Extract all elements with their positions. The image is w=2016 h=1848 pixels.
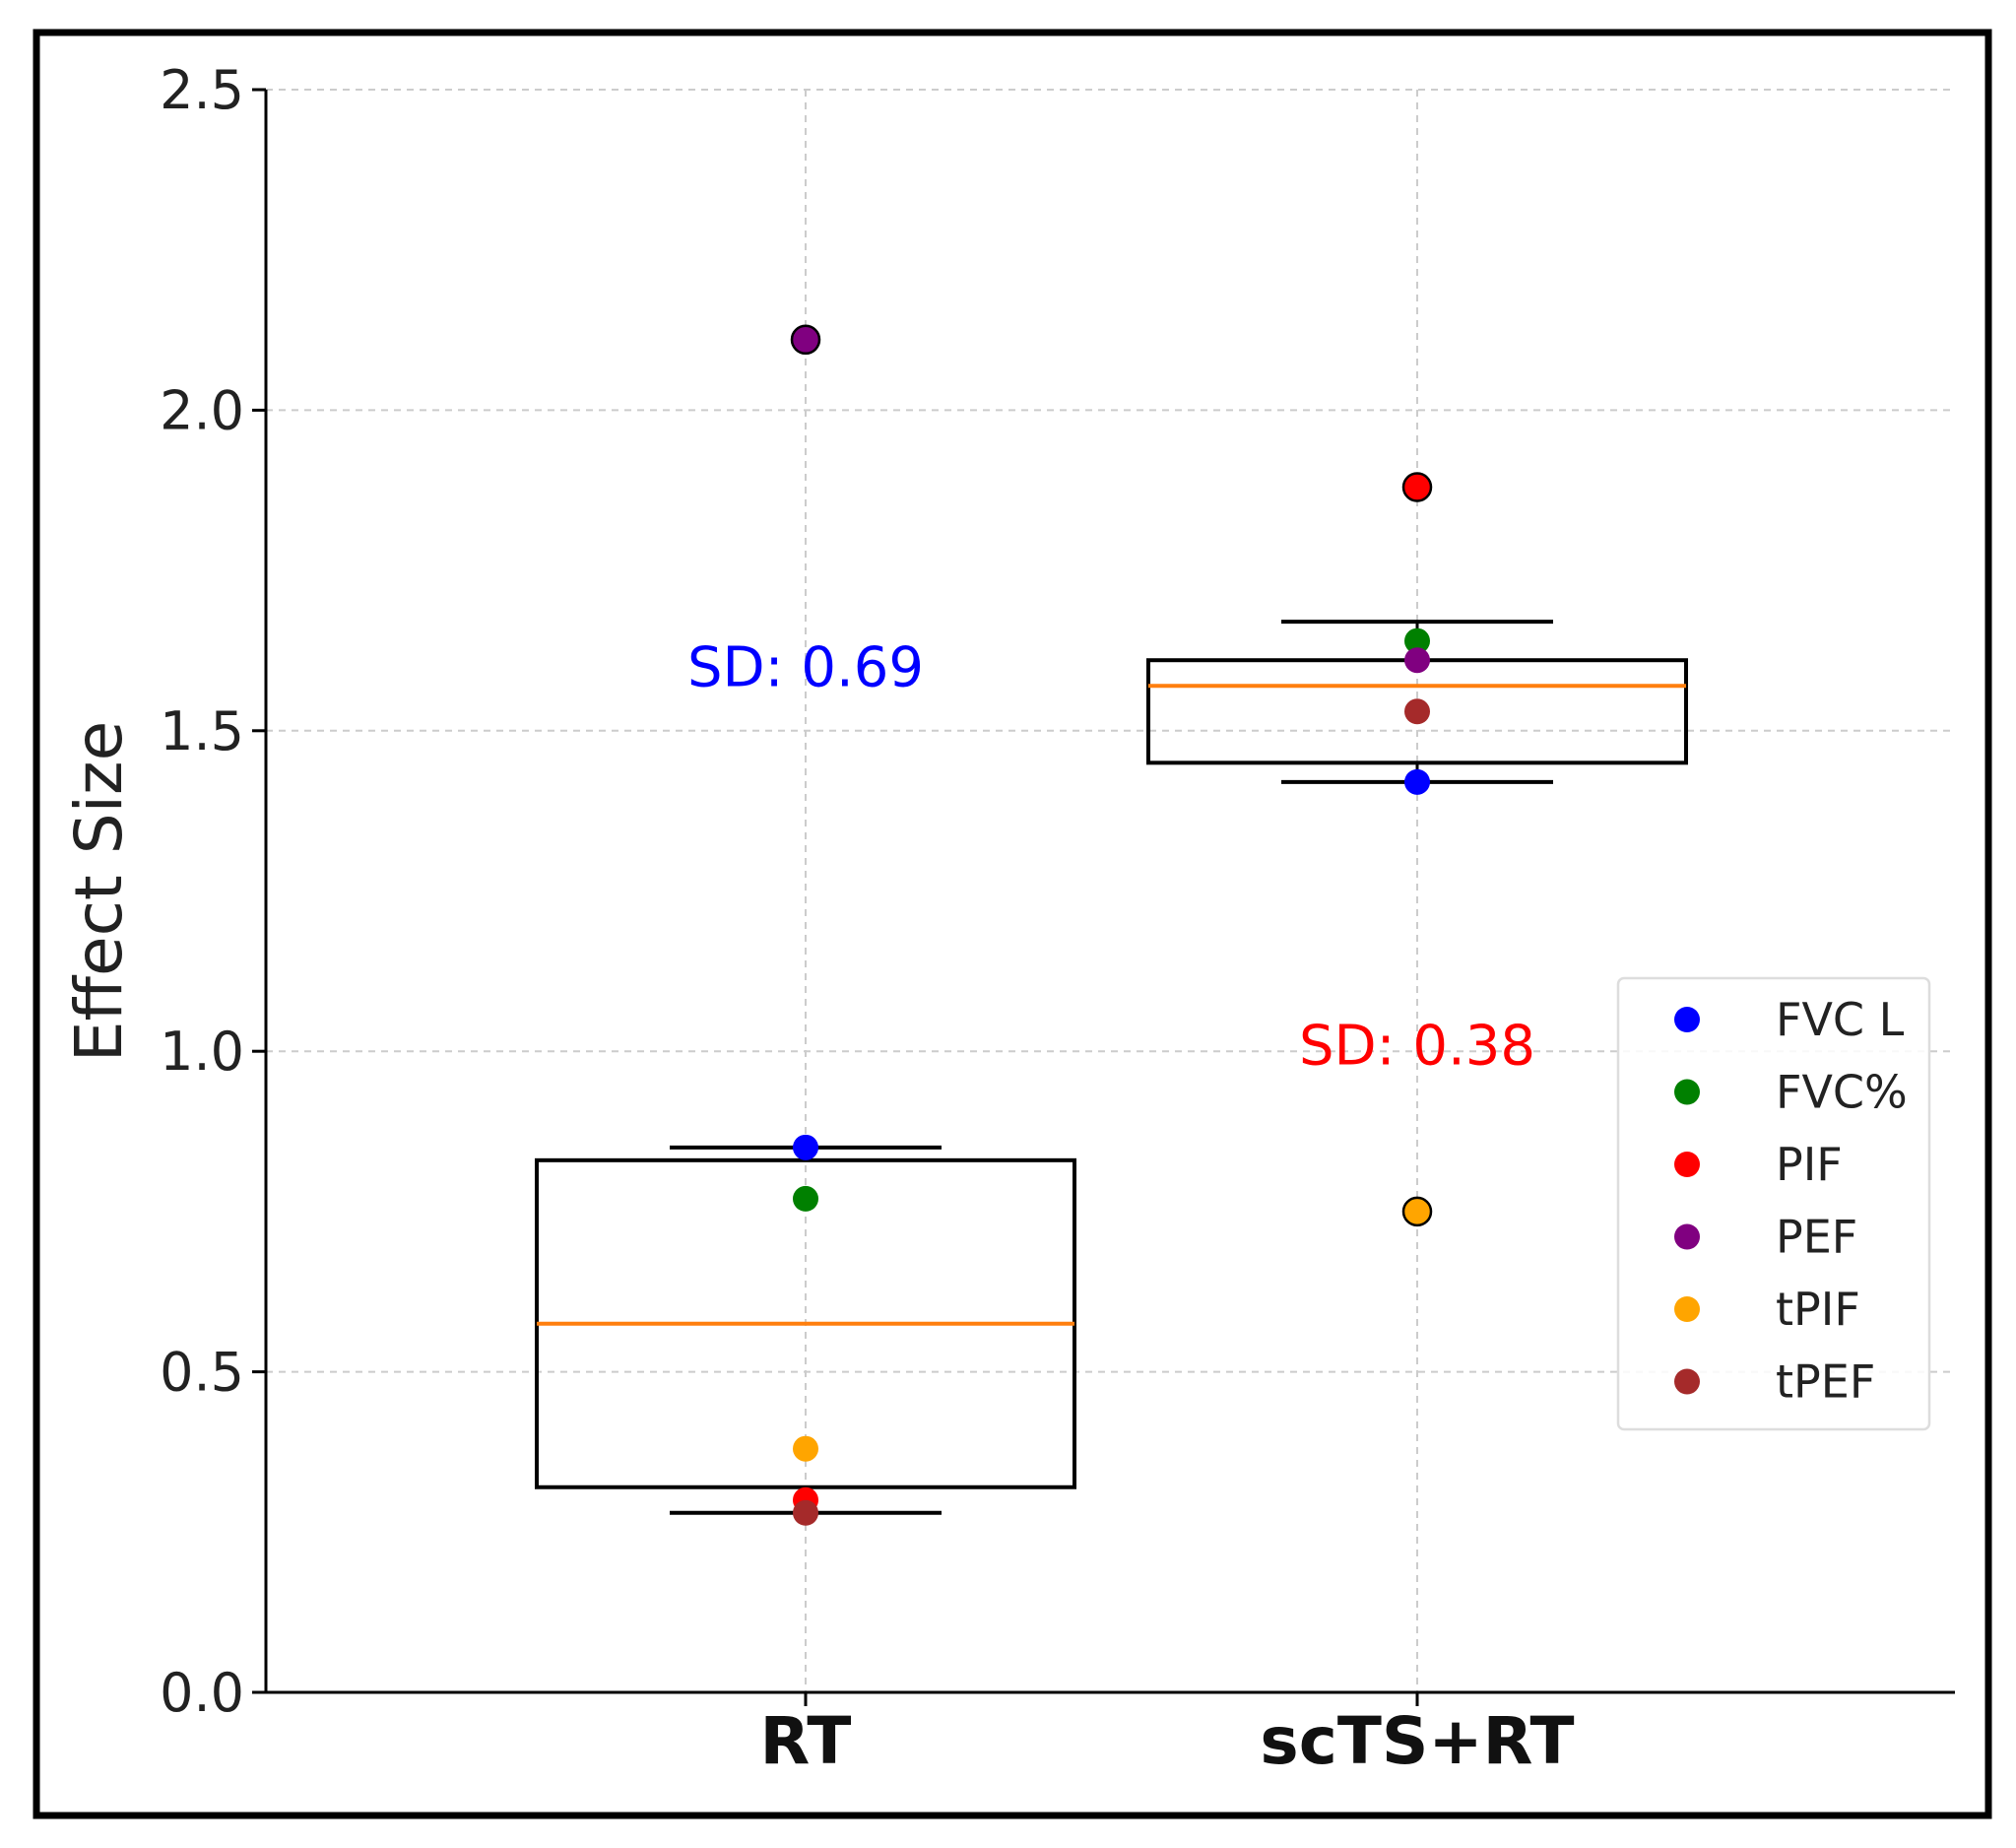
data-point [793, 1185, 818, 1212]
grid-lines [266, 89, 1955, 1692]
legend-marker [1674, 1296, 1700, 1322]
label-layer: Effect Size 0.0 0.5 1.0 1.5 2.0 2.5 RT scTS+RT S… [61, 59, 1575, 1779]
axes [252, 88, 1955, 1706]
y-tick-label: 0.5 [160, 1342, 244, 1404]
data-point [1404, 768, 1430, 795]
figure-border [33, 29, 1992, 1819]
legend-label: PIF [1776, 1138, 1843, 1191]
point-layer [790, 324, 1433, 1526]
data-point [793, 1134, 818, 1160]
y-tick-label: 2.5 [160, 59, 244, 121]
y-tick-label: 1.5 [160, 700, 244, 762]
legend-marker [1674, 1007, 1700, 1032]
data-point [1401, 472, 1433, 502]
data-point [1401, 1196, 1433, 1227]
y-axis-title: Effect Size [61, 721, 137, 1062]
legend-marker [1674, 1152, 1700, 1177]
y-tick-label: 1.0 [160, 1021, 244, 1083]
y-tick-label: 0.0 [160, 1662, 244, 1724]
data-point [790, 324, 821, 356]
x-category-label: RT [760, 1703, 852, 1779]
legend-label: tPEF [1776, 1355, 1875, 1409]
sd-annotation: SD: 0.69 [687, 636, 924, 700]
legend: FVC L FVC% PIF PEF tPIF tPEF [1616, 976, 1931, 1431]
data-point [793, 1435, 818, 1462]
legend-label: PEF [1776, 1211, 1857, 1264]
y-tick-label: 2.0 [160, 379, 244, 441]
legend-label: FVC% [1776, 1066, 1908, 1119]
legend-marker [1674, 1079, 1700, 1105]
sd-annotation: SD: 0.38 [1299, 1015, 1535, 1079]
data-point [1404, 698, 1430, 725]
legend-label: FVC L [1776, 993, 1905, 1046]
legend-marker [1674, 1368, 1700, 1395]
legend-marker [1674, 1223, 1700, 1250]
legend-label: tPIF [1776, 1283, 1860, 1336]
data-point [1404, 627, 1430, 654]
data-point [1404, 647, 1430, 674]
x-category-label: scTS+RT [1260, 1703, 1574, 1779]
data-point [793, 1499, 818, 1526]
